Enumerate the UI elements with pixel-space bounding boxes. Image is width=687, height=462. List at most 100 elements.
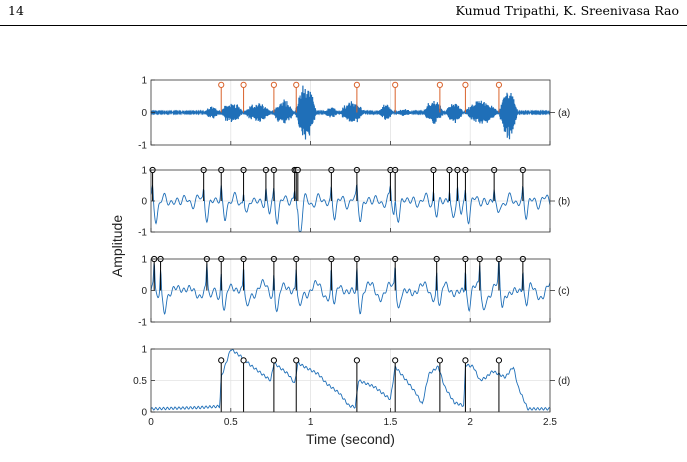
signal-trace: [150, 183, 551, 232]
stem-head: [293, 81, 300, 88]
stem-head: [270, 81, 277, 88]
stem-head: [240, 81, 247, 88]
stem-head: [353, 357, 360, 364]
header-rule: [0, 25, 687, 26]
y-tick-label: 0.5: [133, 376, 147, 387]
stem-head: [392, 81, 399, 88]
x-tick-label: 0.5: [224, 417, 238, 428]
marker-stem: [157, 255, 164, 291]
stem-head: [293, 357, 300, 364]
x-tick-label: 0: [148, 417, 154, 428]
stem-head: [462, 357, 469, 364]
marker-stem: [353, 81, 360, 113]
running-head-authors: Kumud Tripathi, K. Sreenivasa Rao: [455, 3, 679, 18]
marker-stem: [519, 255, 526, 291]
stem-head: [270, 357, 277, 364]
marker-stem: [392, 81, 399, 113]
marker-stem: [495, 81, 503, 113]
stem-head: [218, 81, 225, 88]
marker-stem: [353, 255, 360, 291]
marker-stem: [392, 166, 399, 201]
marker-stem: [392, 255, 399, 291]
y-tick-label: -1: [138, 228, 147, 239]
marker-stem: [353, 357, 360, 412]
stem-head: [392, 357, 399, 364]
page-header: 14 Kumud Tripathi, K. Sreenivasa Rao: [0, 0, 687, 30]
y-tick-label: 1: [141, 166, 147, 177]
marker-stem: [218, 81, 225, 113]
stem-head: [353, 81, 360, 88]
marker-stem: [293, 357, 300, 412]
stem-head: [240, 357, 247, 364]
marker-stem: [218, 357, 225, 412]
marker-stem: [462, 357, 469, 412]
signal-trace: [150, 259, 551, 315]
marker-stem: [462, 255, 469, 291]
y-tick-label: 1: [141, 76, 147, 87]
marker-stem: [495, 255, 503, 291]
marker-stem: [519, 166, 526, 201]
y-tick-label: 1: [141, 345, 147, 356]
y-axis-label: Amplitude: [109, 215, 125, 277]
page-number: 14: [8, 3, 24, 18]
marker-stem: [462, 81, 469, 113]
x-tick-label: 1.5: [383, 417, 397, 428]
marker-stem: [462, 166, 469, 201]
panel-label: (b): [558, 197, 570, 208]
marker-stem: [495, 357, 503, 412]
panel-c: [150, 255, 555, 323]
marker-stem: [218, 166, 225, 201]
marker-stem: [387, 166, 394, 201]
y-tick-label: 1: [141, 255, 147, 266]
marker-stem: [200, 166, 207, 201]
y-tick-label: 0: [141, 197, 147, 208]
stem-head: [495, 81, 503, 88]
y-tick-label: 0: [141, 108, 147, 119]
panel-d: [150, 348, 555, 413]
x-tick-label: 2.5: [543, 417, 557, 428]
marker-stem: [240, 255, 247, 291]
panel-b: [149, 166, 555, 233]
x-tick-label: 2: [467, 417, 473, 428]
marker-stem: [293, 255, 300, 291]
panel-label: (d): [558, 376, 570, 387]
panel-label: (a): [558, 108, 570, 119]
x-tick-label: 1: [308, 417, 314, 428]
marker-stem: [476, 255, 483, 291]
marker-stem: [433, 255, 440, 291]
marker-stem: [392, 357, 399, 412]
marker-stem: [270, 255, 277, 291]
marker-stem: [270, 81, 277, 113]
marker-stem: [262, 166, 270, 201]
panel-label: (c): [558, 286, 570, 297]
marker-stem: [436, 357, 443, 412]
marker-stem: [328, 255, 335, 291]
marker-stem: [270, 357, 277, 412]
x-axis-label: Time (second): [306, 431, 395, 447]
y-tick-label: 0: [141, 286, 147, 297]
stem-head: [462, 81, 469, 88]
signal-trace: [150, 348, 551, 411]
marker-stem: [454, 166, 461, 201]
marker-stem: [491, 166, 498, 201]
marker-stem: [446, 166, 453, 201]
stem-head: [495, 357, 503, 364]
panel-a: [150, 79, 555, 146]
stem-head: [218, 357, 225, 364]
marker-stem: [240, 166, 247, 201]
marker-stem: [328, 166, 335, 201]
marker-stem: [218, 255, 225, 291]
stem-head: [436, 81, 443, 88]
marker-stem: [240, 357, 247, 412]
marker-stem: [293, 81, 300, 113]
y-tick-label: 0: [141, 408, 147, 419]
marker-stem: [240, 81, 247, 113]
marker-stem: [270, 166, 277, 201]
marker-stem: [430, 166, 437, 201]
marker-stem: [436, 81, 443, 113]
signal-trace: [150, 85, 551, 140]
stem-head: [436, 357, 443, 364]
y-tick-label: -1: [138, 141, 147, 152]
y-tick-label: -1: [138, 318, 147, 329]
